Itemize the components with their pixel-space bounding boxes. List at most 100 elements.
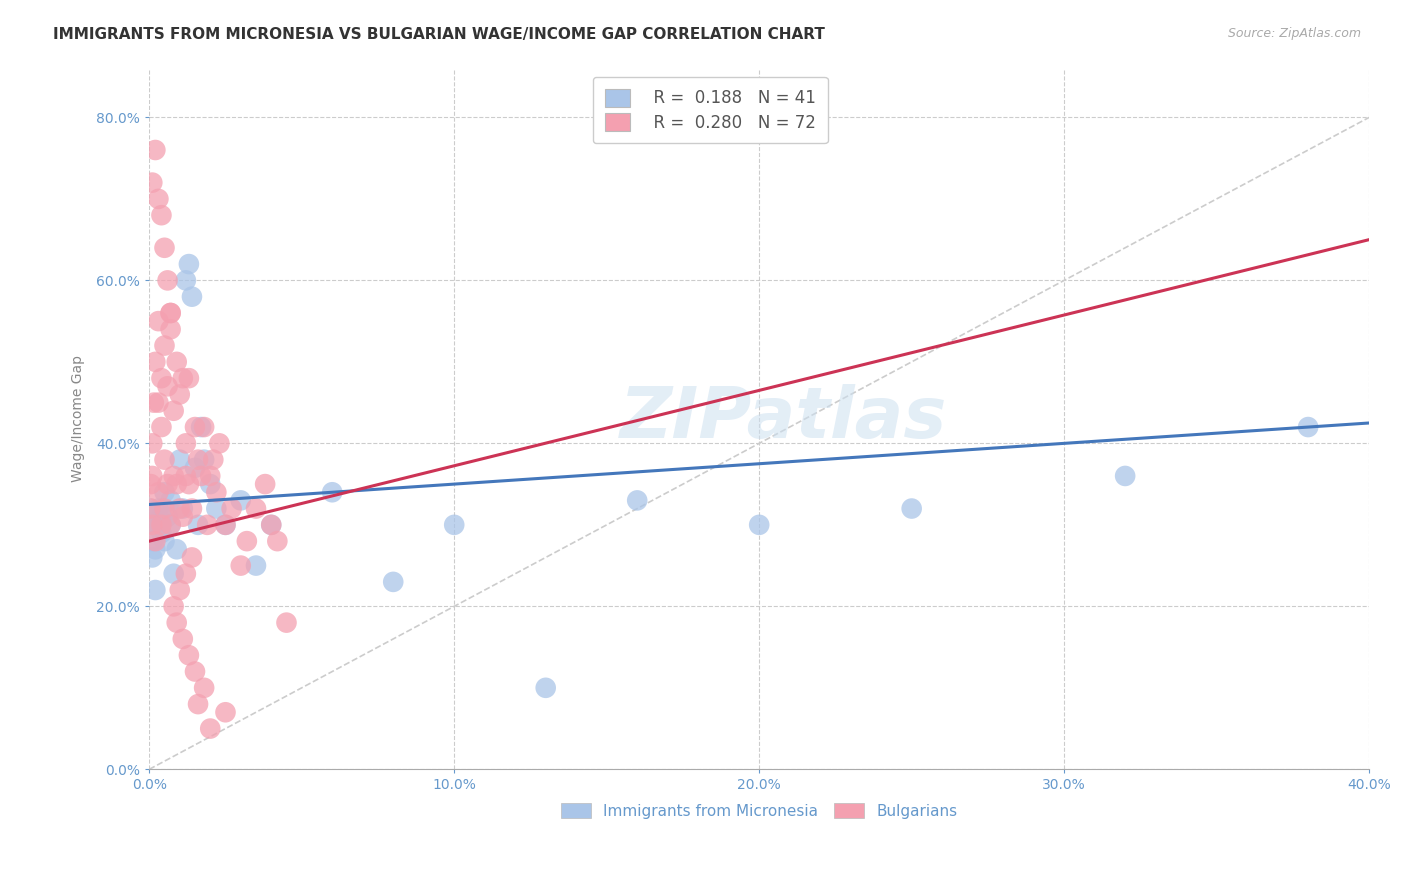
Point	[202, 452, 225, 467]
Point	[166, 355, 188, 369]
Point	[221, 501, 243, 516]
Point	[156, 509, 179, 524]
Point	[142, 517, 165, 532]
Point	[174, 566, 197, 581]
Point	[181, 290, 204, 304]
Point	[153, 338, 176, 352]
Point	[150, 517, 173, 532]
Point	[172, 371, 194, 385]
Point	[143, 355, 166, 369]
Point	[141, 176, 163, 190]
Point	[443, 517, 465, 532]
Point	[193, 681, 215, 695]
Point	[254, 477, 277, 491]
Point	[200, 469, 222, 483]
Point	[534, 681, 557, 695]
Point	[159, 517, 181, 532]
Point	[181, 550, 204, 565]
Point	[150, 208, 173, 222]
Point	[184, 460, 207, 475]
Point	[148, 517, 170, 532]
Point	[163, 469, 186, 483]
Point	[245, 501, 267, 516]
Point	[150, 509, 173, 524]
Point	[174, 469, 197, 483]
Point	[141, 534, 163, 549]
Point	[184, 420, 207, 434]
Point	[321, 485, 343, 500]
Point	[382, 574, 405, 589]
Point	[159, 517, 181, 532]
Point	[150, 420, 173, 434]
Point	[141, 436, 163, 450]
Point	[148, 501, 170, 516]
Point	[177, 648, 200, 663]
Point	[187, 452, 209, 467]
Point	[174, 436, 197, 450]
Point	[159, 493, 181, 508]
Text: Source: ZipAtlas.com: Source: ZipAtlas.com	[1227, 27, 1361, 40]
Point	[169, 582, 191, 597]
Point	[143, 582, 166, 597]
Point	[214, 706, 236, 720]
Point	[163, 599, 186, 614]
Point	[260, 517, 283, 532]
Point	[200, 722, 222, 736]
Point	[169, 387, 191, 401]
Point	[190, 420, 212, 434]
Point	[153, 534, 176, 549]
Point	[900, 501, 922, 516]
Point	[148, 192, 170, 206]
Point	[190, 469, 212, 483]
Point	[1114, 469, 1136, 483]
Point	[214, 517, 236, 532]
Point	[229, 558, 252, 573]
Point	[229, 493, 252, 508]
Point	[214, 517, 236, 532]
Point	[174, 273, 197, 287]
Point	[156, 273, 179, 287]
Point	[148, 314, 170, 328]
Point	[143, 542, 166, 557]
Point	[156, 379, 179, 393]
Point	[139, 501, 162, 516]
Point	[143, 143, 166, 157]
Point	[153, 241, 176, 255]
Point	[150, 526, 173, 541]
Point	[260, 517, 283, 532]
Point	[148, 395, 170, 409]
Point	[169, 501, 191, 516]
Point	[148, 485, 170, 500]
Point	[205, 501, 228, 516]
Point	[1296, 420, 1319, 434]
Point	[172, 501, 194, 516]
Point	[208, 436, 231, 450]
Point	[195, 517, 218, 532]
Point	[187, 517, 209, 532]
Point	[177, 477, 200, 491]
Point	[141, 550, 163, 565]
Point	[177, 257, 200, 271]
Point	[159, 322, 181, 336]
Point	[166, 615, 188, 630]
Legend: Immigrants from Micronesia, Bulgarians: Immigrants from Micronesia, Bulgarians	[554, 797, 963, 825]
Point	[143, 534, 166, 549]
Point	[159, 306, 181, 320]
Point	[748, 517, 770, 532]
Point	[150, 371, 173, 385]
Point	[172, 632, 194, 646]
Point	[193, 420, 215, 434]
Point	[172, 509, 194, 524]
Point	[187, 697, 209, 711]
Point	[142, 395, 165, 409]
Point	[139, 501, 162, 516]
Text: ZIPatlas: ZIPatlas	[620, 384, 948, 453]
Point	[159, 306, 181, 320]
Point	[156, 477, 179, 491]
Point	[245, 558, 267, 573]
Point	[177, 371, 200, 385]
Point	[141, 517, 163, 532]
Point	[139, 477, 162, 491]
Point	[200, 477, 222, 491]
Y-axis label: Wage/Income Gap: Wage/Income Gap	[72, 355, 86, 483]
